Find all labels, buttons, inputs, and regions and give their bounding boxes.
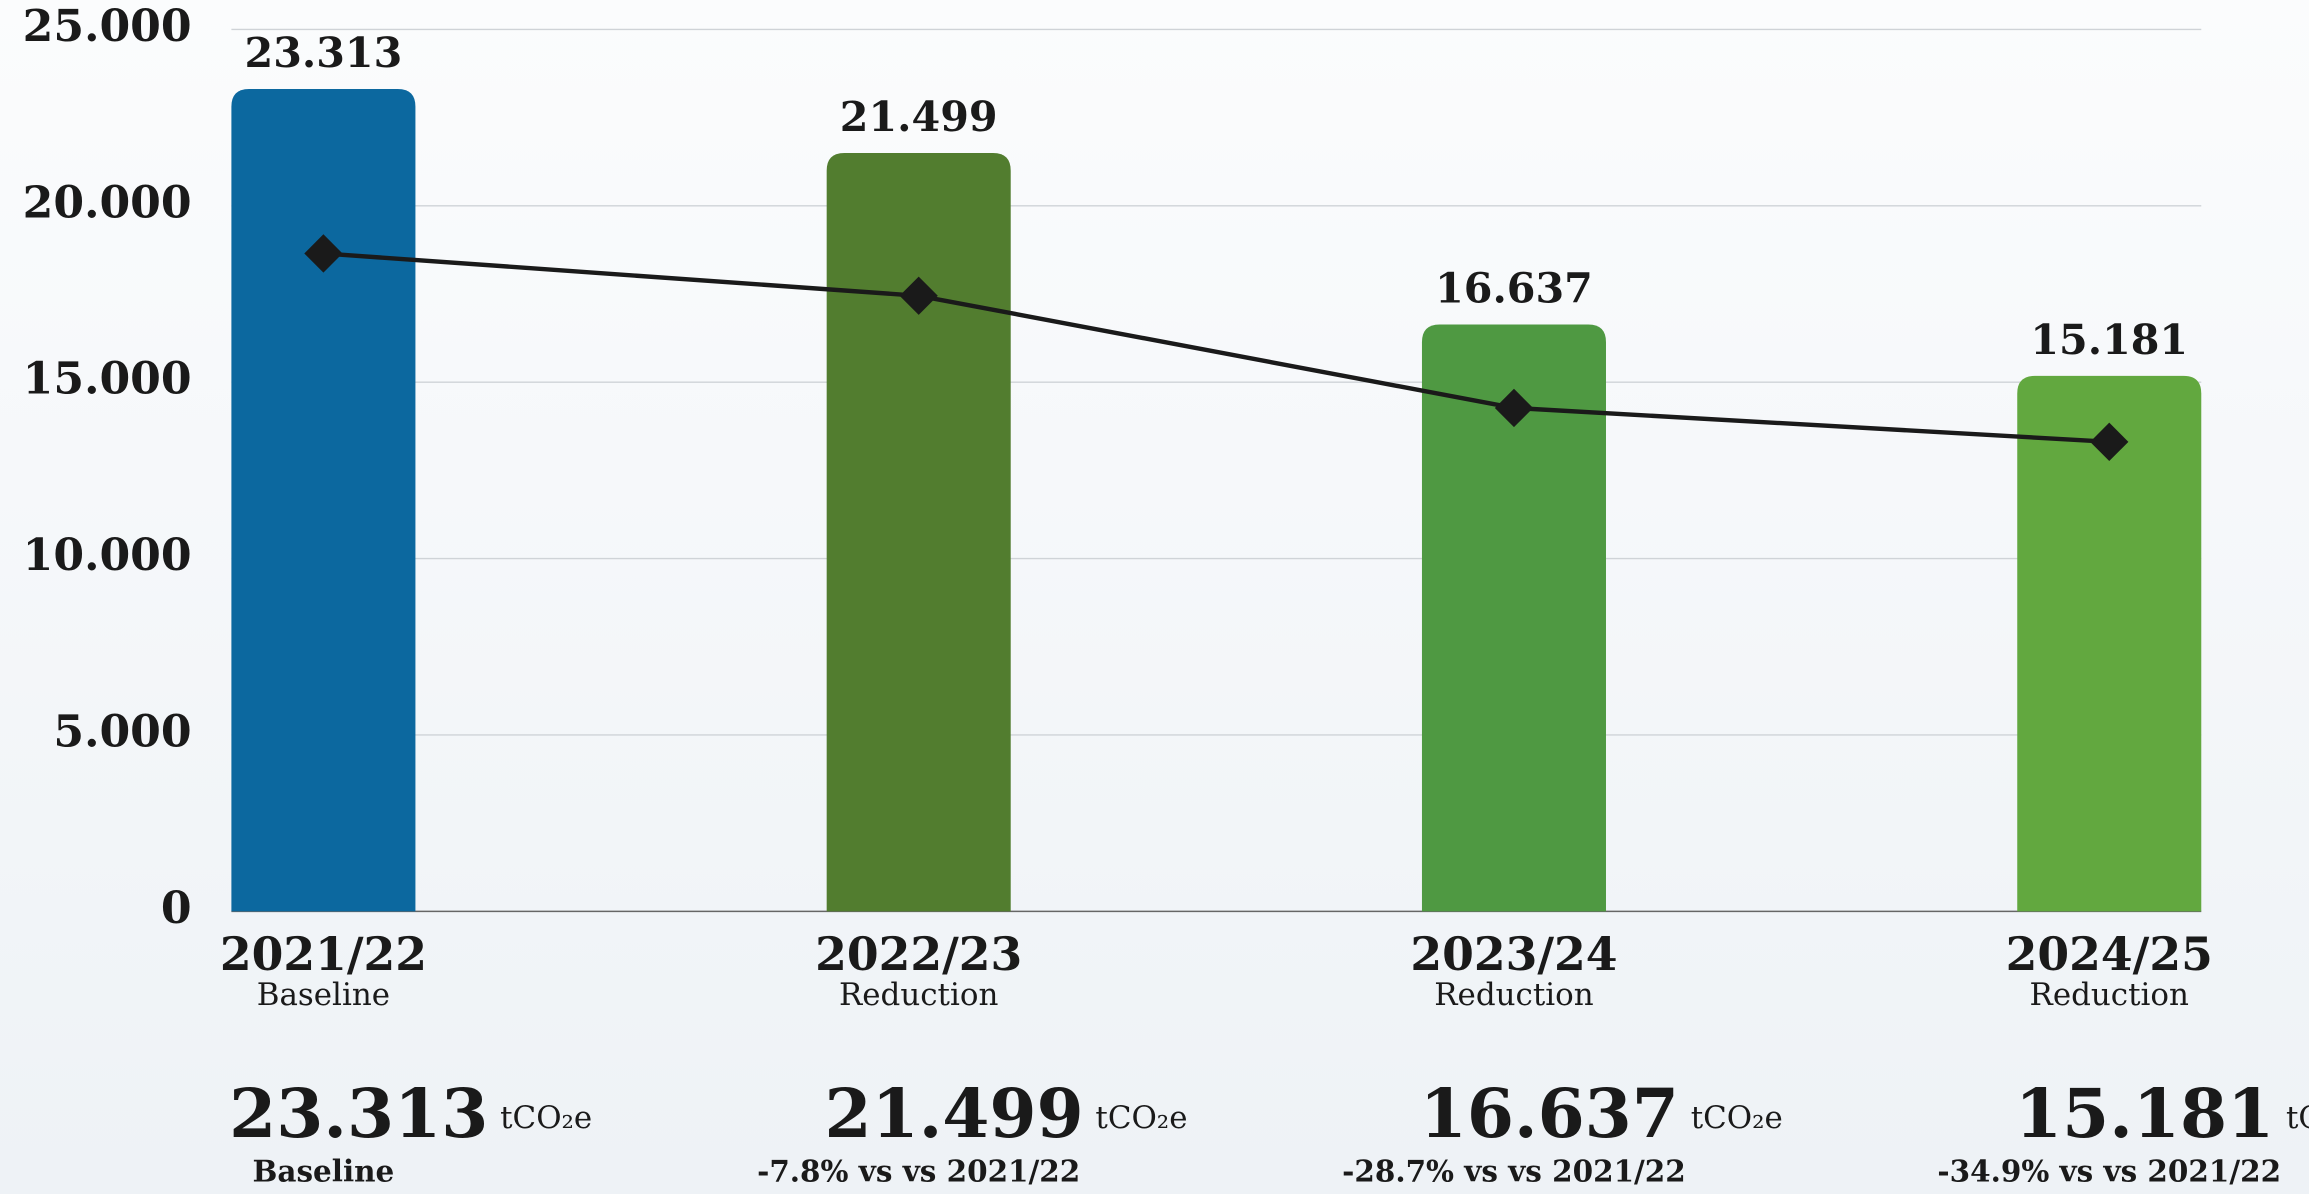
summary-value: 16.637 tCO₂e	[1420, 1072, 1783, 1152]
bar-value-label: 21.499	[840, 92, 998, 141]
summary-note: -28.7% vs vs 2021/22	[1342, 1153, 1686, 1188]
y-tick-label: 10.000	[23, 530, 192, 581]
summary-number: 16.637	[1420, 1072, 1679, 1152]
y-tick-label: 15.000	[23, 354, 192, 405]
summary-value: 15.181 tCO₂e	[2015, 1072, 2309, 1152]
summary-number: 23.313	[229, 1072, 488, 1152]
bar-value-label: 23.313	[245, 28, 403, 77]
x-sublabel: Reduction	[839, 977, 998, 1013]
summary-note: -34.9% vs vs 2021/22	[1937, 1153, 2281, 1188]
summary-unit: tCO₂e	[500, 1099, 592, 1135]
trend-line	[323, 251, 2110, 445]
summary-value: 21.499 tCO₂e	[824, 1072, 1187, 1152]
y-tick-label: 25.000	[23, 1, 192, 52]
x-tick-label: 2021/22	[220, 927, 427, 981]
trend-marker	[899, 276, 938, 315]
bar	[826, 152, 1011, 912]
summary-number: 15.181	[2015, 1072, 2274, 1152]
x-tick-label: 2024/25	[2006, 927, 2213, 981]
y-tick-label: 0	[161, 883, 192, 934]
bar	[231, 88, 416, 912]
bar-value-label: 15.181	[2030, 315, 2188, 364]
summary-unit: tCO₂e	[1095, 1099, 1187, 1135]
y-tick-label: 5.000	[53, 706, 191, 757]
y-tick-label: 20.000	[23, 177, 192, 228]
summary-note: Baseline	[253, 1153, 395, 1188]
bar	[1421, 324, 1606, 912]
x-sublabel: Reduction	[1434, 977, 1593, 1013]
bar	[2017, 375, 2202, 912]
summary-number: 21.499	[824, 1072, 1083, 1152]
trend-marker	[304, 234, 343, 273]
summary-unit: tCO₂e	[2286, 1099, 2309, 1135]
x-tick-label: 2023/24	[1410, 927, 1617, 981]
bar-value-label: 16.637	[1435, 264, 1593, 313]
summary-unit: tCO₂e	[1691, 1099, 1783, 1135]
x-tick-label: 2022/23	[815, 927, 1022, 981]
x-sublabel: Baseline	[257, 977, 390, 1013]
x-sublabel: Reduction	[2030, 977, 2189, 1013]
summary-note: -7.8% vs vs 2021/22	[757, 1153, 1080, 1188]
summary-value: 23.313 tCO₂e	[229, 1072, 592, 1152]
